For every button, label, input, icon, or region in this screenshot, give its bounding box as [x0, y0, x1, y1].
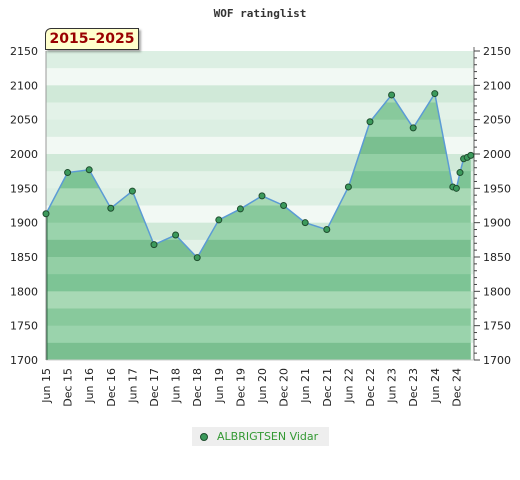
y-tick-label-right: 1950	[483, 182, 511, 195]
y-tick-label-right: 1800	[483, 285, 511, 298]
data-point	[456, 169, 464, 177]
x-tick-label: Dec 24	[450, 368, 463, 407]
x-tick-label: Jun 15	[40, 368, 53, 404]
area-band	[46, 291, 471, 309]
x-axis: Jun 15 Dec 15 Jun 16 Dec 16 Jun 17 Dec 17 Jun …	[40, 359, 474, 407]
y-tick-label: 1800	[10, 285, 38, 298]
data-point	[366, 118, 374, 126]
data-point	[236, 205, 244, 213]
data-point	[215, 216, 223, 224]
series-layer	[42, 90, 475, 360]
y-tick-label: 2050	[10, 114, 38, 127]
data-point	[467, 151, 475, 159]
data-point	[42, 210, 50, 218]
y-tick-label: 2150	[10, 45, 38, 58]
y-tick-label: 1850	[10, 251, 38, 264]
x-tick-label: Jun 20	[256, 368, 269, 404]
y-tick-label-right: 1850	[483, 251, 511, 264]
area-band	[46, 308, 471, 327]
area-band	[46, 239, 471, 258]
x-tick-label: Jun 24	[429, 368, 442, 404]
data-point	[452, 184, 460, 192]
y-tick-label-right: 1900	[483, 217, 511, 230]
y-axis-right: 1700 1750 1800 1850 1900 1950 2000 2050 2100 2150	[473, 45, 511, 367]
x-tick-label: Dec 15	[62, 368, 75, 407]
x-tick-label: Jun 22	[342, 368, 355, 404]
data-point	[301, 219, 309, 227]
data-point	[258, 192, 266, 200]
data-point	[64, 169, 72, 177]
x-tick-label: Jun 21	[299, 368, 312, 404]
x-tick-label: Dec 22	[364, 368, 377, 407]
x-tick-label: Dec 18	[191, 368, 204, 407]
data-point	[409, 124, 417, 132]
x-tick-label: Jun 18	[170, 368, 183, 404]
band	[46, 102, 474, 121]
area-band	[46, 342, 471, 360]
area-band	[46, 325, 471, 344]
area-band	[46, 222, 471, 241]
y-tick-label: 1950	[10, 182, 38, 195]
period-label: 2015–2025	[45, 28, 139, 50]
x-tick-label: Dec 20	[278, 368, 291, 407]
legend-marker	[200, 433, 208, 441]
y-tick-label: 1700	[10, 354, 38, 367]
data-point	[323, 226, 331, 234]
x-tick-label: Dec 16	[105, 368, 118, 407]
x-tick-label: Jun 17	[126, 368, 139, 404]
data-point	[431, 90, 439, 98]
data-point	[85, 166, 93, 174]
data-point	[344, 183, 352, 191]
data-point	[107, 204, 115, 212]
band	[46, 85, 474, 103]
x-tick-label: Dec 23	[407, 368, 420, 407]
data-point	[128, 187, 136, 195]
band	[46, 51, 474, 69]
y-tick-label-right: 2150	[483, 45, 511, 58]
y-axis-left: 1700 1750 1800 1850 1900 1950 2000 2050 2100 2150	[10, 45, 47, 367]
x-tick-label: Jun 23	[386, 368, 399, 404]
chart-title: WOF ratinglist	[214, 7, 307, 20]
y-tick-label: 1750	[10, 320, 38, 333]
y-tick-label-right: 1750	[483, 320, 511, 333]
data-point	[388, 91, 396, 99]
y-tick-label: 2100	[10, 79, 38, 92]
x-tick-label: Jun 19	[213, 368, 226, 404]
y-tick-label-right: 1700	[483, 354, 511, 367]
data-point	[280, 202, 288, 209]
legend: ALBRIGTSEN Vidar	[192, 427, 329, 446]
band	[46, 68, 474, 86]
legend-series-name: ALBRIGTSEN Vidar	[217, 430, 319, 443]
area-band	[46, 257, 471, 275]
y-tick-label: 2000	[10, 148, 38, 161]
x-tick-label: Dec 19	[234, 368, 247, 407]
data-point	[193, 254, 201, 262]
data-point	[150, 241, 158, 249]
y-tick-label-right: 2100	[483, 79, 511, 92]
y-tick-label: 1900	[10, 217, 38, 230]
y-tick-label-right: 2000	[483, 148, 511, 161]
data-point	[172, 231, 180, 239]
area-band	[46, 274, 471, 292]
x-tick-label: Dec 17	[148, 368, 161, 407]
x-tick-label: Jun 16	[83, 368, 96, 404]
y-tick-label-right: 2050	[483, 114, 511, 127]
x-tick-label: Dec 21	[321, 368, 334, 407]
